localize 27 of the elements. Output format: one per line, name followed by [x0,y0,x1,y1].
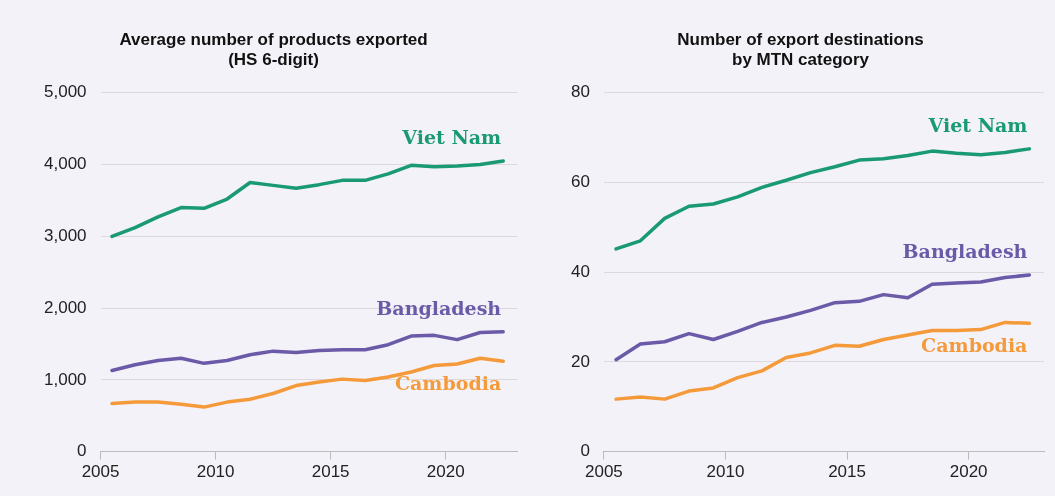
series-label: Bangladesh [902,240,1028,263]
x-tick-label: 2010 [706,462,745,482]
y-tick-label: 5,000 [43,82,87,102]
y-tick-label: 0 [77,441,87,461]
series-label: Bangladesh [376,297,502,320]
x-tick-label: 2015 [828,462,866,482]
y-tick-label: 4,000 [43,154,87,174]
x-tick-label: 2015 [311,462,350,482]
series-label: Viet Nam [401,126,502,149]
x-tick-label: 2010 [196,462,235,482]
y-tick-label: 1,000 [43,369,87,389]
y-tick-label: 60 [570,172,590,192]
x-tick-label: 2005 [585,462,623,482]
chart-title: Average number of products exported (HS 6-digit) [119,29,428,70]
y-tick-label: 40 [570,261,590,281]
y-tick-label: 2,000 [43,297,87,317]
series-label: Cambodia [394,371,502,394]
series-label: Cambodia [921,333,1028,356]
x-tick-label: 2020 [426,462,465,482]
chart-title: Number of export destinations by MTN category [677,29,924,70]
series-label: Viet Nam [927,114,1028,137]
x-tick-label: 2005 [81,462,120,482]
y-tick-label: 0 [580,441,590,461]
x-tick-label: 2020 [949,462,988,482]
y-tick-label: 80 [570,82,590,102]
y-tick-label: 20 [570,351,590,371]
y-tick-label: 3,000 [43,226,87,246]
